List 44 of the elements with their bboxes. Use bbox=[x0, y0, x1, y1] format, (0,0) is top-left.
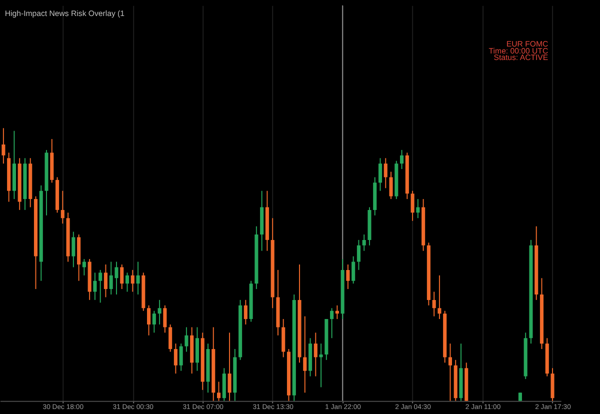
candlestick bbox=[303, 316, 307, 394]
candlestick bbox=[362, 234, 366, 252]
candlestick bbox=[168, 324, 172, 352]
candlestick bbox=[319, 343, 323, 388]
candlestick bbox=[104, 264, 108, 298]
candlestick bbox=[346, 264, 350, 290]
candlestick bbox=[147, 304, 151, 336]
candlestick bbox=[163, 304, 167, 334]
candlestick bbox=[244, 299, 248, 325]
candlestick bbox=[352, 256, 356, 284]
candlestick bbox=[330, 308, 334, 339]
candlestick bbox=[400, 149, 404, 170]
candlestick bbox=[378, 158, 382, 192]
text: EUR FOMC bbox=[506, 40, 548, 49]
candlestick bbox=[314, 332, 318, 377]
text: Status: ACTIVE bbox=[494, 53, 548, 62]
candlestick bbox=[335, 304, 339, 320]
candlestick bbox=[448, 343, 452, 402]
candlestick bbox=[2, 128, 6, 164]
candlestick bbox=[82, 258, 86, 276]
candlestick bbox=[432, 291, 436, 317]
candlestick bbox=[438, 274, 442, 320]
candlestick bbox=[228, 332, 232, 402]
candlestick bbox=[158, 299, 162, 325]
candlestick bbox=[98, 269, 102, 304]
candlestick bbox=[125, 272, 130, 292]
candlestick bbox=[136, 261, 140, 295]
candlestick bbox=[179, 343, 183, 372]
text: Time: 00:00 UTC bbox=[488, 46, 548, 56]
candlestick bbox=[416, 198, 420, 219]
candlestick bbox=[72, 231, 76, 268]
candlestick bbox=[174, 343, 178, 374]
candlestick bbox=[152, 310, 156, 334]
candlestick bbox=[384, 158, 388, 189]
candlestick bbox=[216, 381, 221, 402]
candlestick bbox=[356, 239, 360, 270]
candlestick bbox=[60, 190, 64, 224]
candlestick bbox=[120, 264, 124, 290]
chart-title: High-Impact News Risk Overlay (1 bbox=[4, 9, 125, 18]
candlestick bbox=[184, 326, 188, 352]
candlestick bbox=[410, 190, 414, 222]
candlestick bbox=[93, 272, 97, 300]
candlestick bbox=[130, 269, 134, 292]
candlestick bbox=[389, 171, 393, 200]
